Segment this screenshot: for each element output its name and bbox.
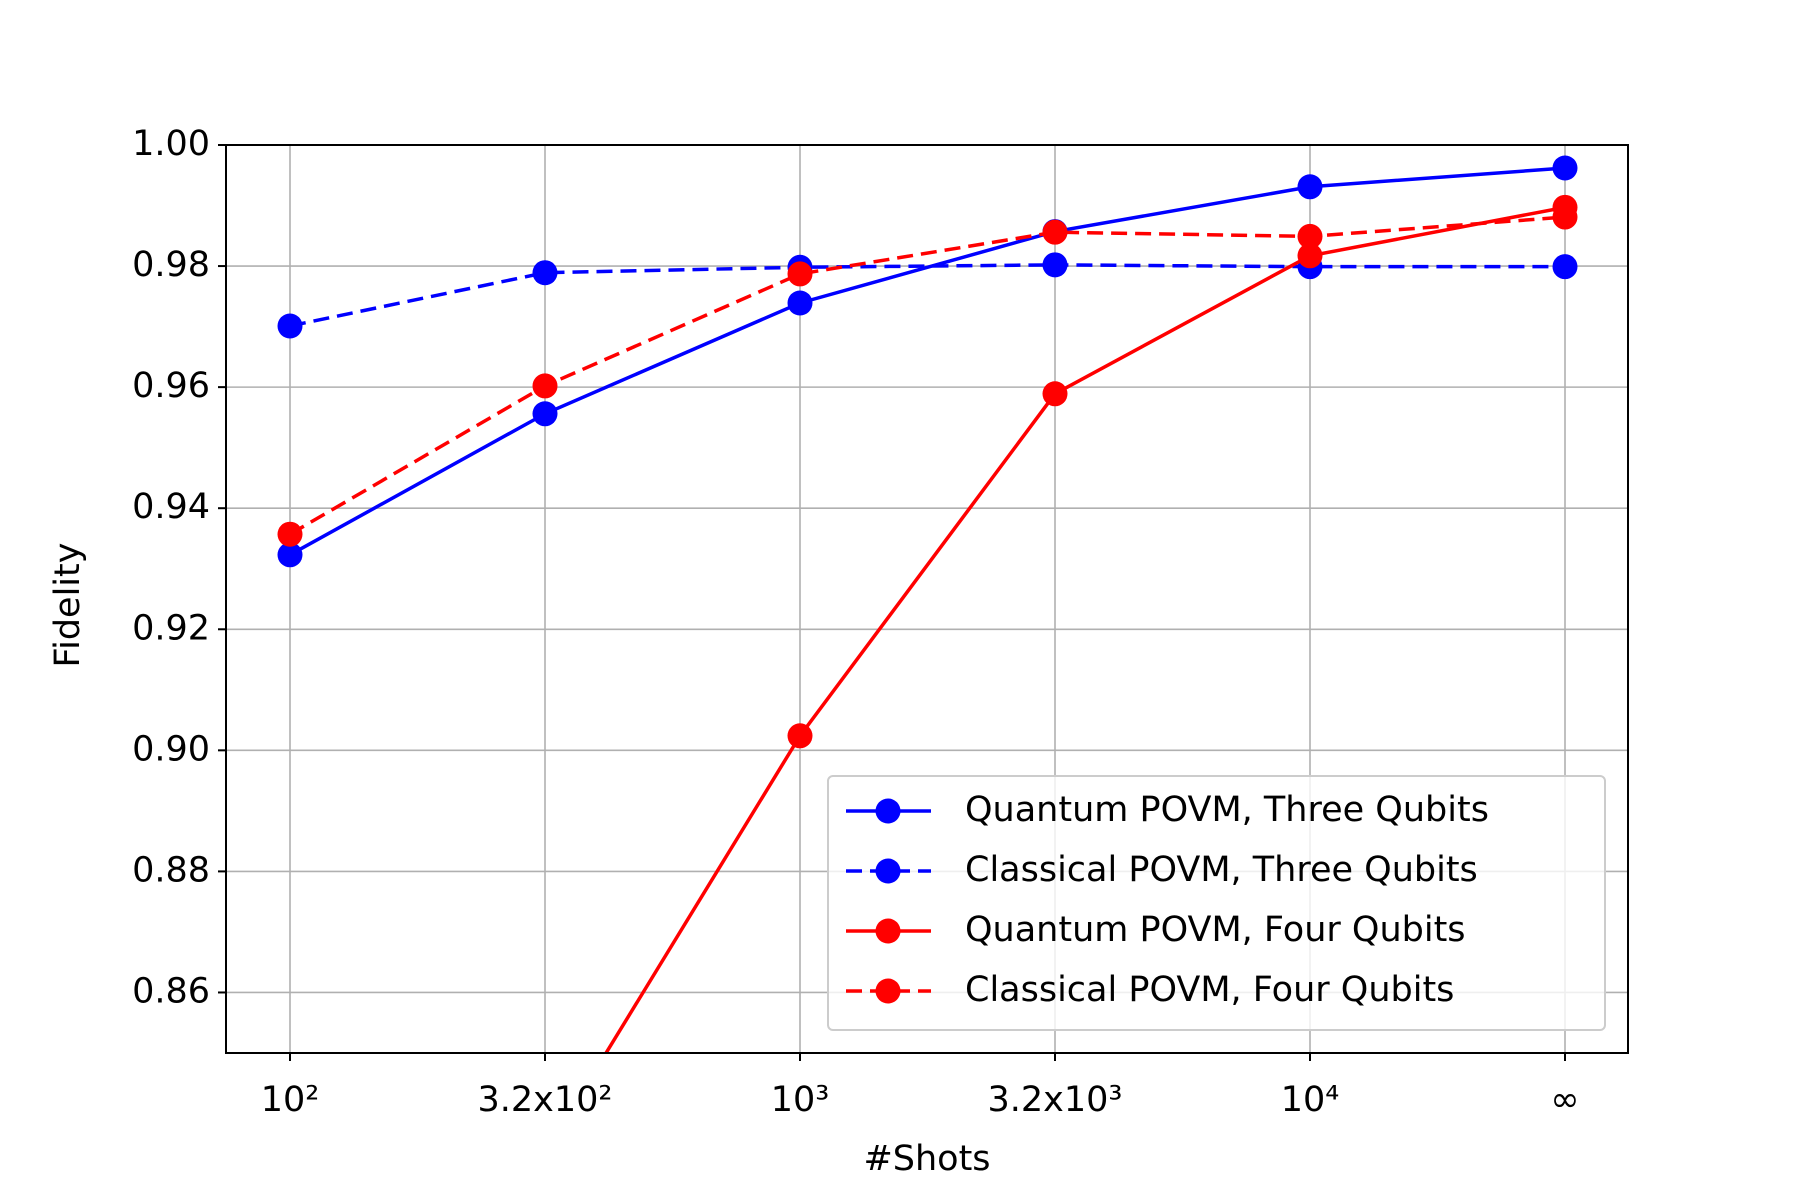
marker [277,313,303,339]
y-tick-label: 0.88 [132,850,210,890]
marker [1042,219,1068,245]
y-tick-label: 0.92 [132,608,210,648]
marker [787,723,813,749]
marker [533,1140,558,1165]
marker [532,401,558,427]
marker [787,261,813,287]
marker [1042,252,1068,278]
ticks: 0.86 0.88 0.90 0.92 0.94 0.96 0.98 1.00 10² 3.2x1… [132,124,1580,1120]
x-axis-label: #Shots [863,1139,990,1179]
marker [532,373,558,399]
legend-marker [875,978,901,1004]
x-tick-label: 10⁴ [1281,1080,1340,1120]
series-line [289,263,1565,328]
legend-label: Classical POVM, Four Qubits [965,970,1454,1010]
y-tick-label: 0.86 [132,971,210,1011]
marker [1297,243,1323,269]
x-tick-label: 10³ [771,1080,830,1120]
marker [787,290,813,316]
legend-marker [875,918,901,944]
legend: Quantum POVM, Three Qubits Classical POVM… [827,775,1606,1031]
y-tick-label: 0.90 [132,729,210,769]
marker [1552,204,1578,230]
y-tick-label: 0.94 [132,487,210,527]
marker [1297,223,1323,249]
marker [1552,254,1578,280]
legend-label: Quantum POVM, Four Qubits [965,910,1466,950]
y-axis-label: Fidelity [48,543,88,668]
series-line [289,166,1566,557]
legend-marker [875,858,901,884]
y-tick-label: 0.96 [132,366,210,406]
series-line [289,215,1566,536]
y-tick-label: 0.98 [132,245,210,285]
x-tick-label: 3.2x10² [478,1080,613,1120]
plot-area [277,155,1578,1165]
legend-label: Quantum POVM, Three Qubits [965,790,1489,830]
marker [532,260,558,286]
legend-label: Classical POVM, Three Qubits [965,850,1478,890]
x-tick-label: 10² [261,1080,320,1120]
x-tick-label: ∞ [1550,1080,1579,1120]
legend-box [827,775,1606,1031]
marker [1297,174,1323,200]
marker [1552,155,1578,181]
marker [1042,381,1068,407]
marker [277,521,303,547]
axes-frame [225,144,1629,1054]
marker [277,542,303,568]
legend-marker [875,798,901,824]
y-tick-label: 1.00 [132,124,210,164]
x-tick-label: 3.2x10³ [988,1080,1123,1120]
